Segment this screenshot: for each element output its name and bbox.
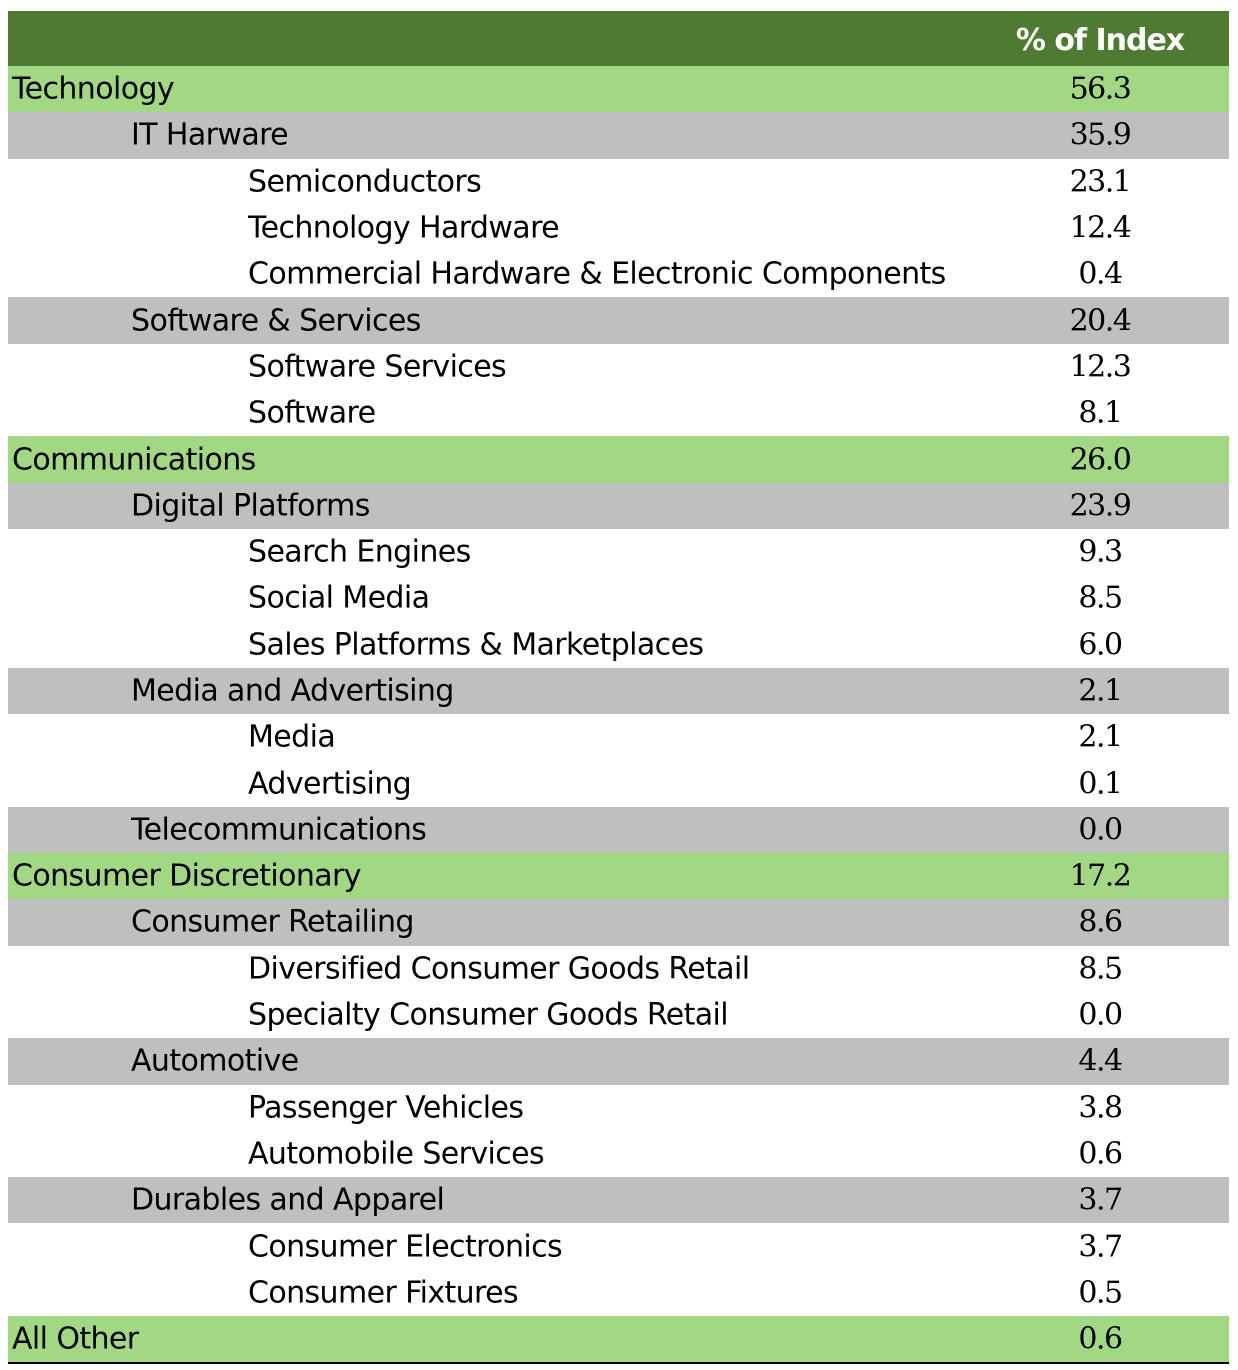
industry-name: Technology Hardware [248, 210, 560, 246]
table-row-industry: Semiconductors 23.1 [8, 158, 1229, 205]
industry-name: Passenger Vehicles [248, 1090, 524, 1126]
table-row-industry: Advertising 0.1 [8, 760, 1229, 807]
industry-percent-value: 0.1 [1078, 766, 1123, 802]
industry-group-name: Consumer Retailing [131, 904, 414, 940]
industry-group-name: IT Harware [131, 117, 289, 153]
sector-name: Technology [12, 71, 175, 107]
industry-name: Specialty Consumer Goods Retail [248, 997, 729, 1033]
industry-group-percent-value: 4.4 [1078, 1043, 1123, 1079]
industry-name: Search Engines [248, 534, 471, 570]
industry-percent-value: 3.7 [1078, 1229, 1123, 1265]
sector-percent-value: 17.2 [1069, 858, 1132, 894]
table-row-industry: Technology Hardware 12.4 [8, 204, 1229, 252]
table-row-industry-group: Software & Services 20.4 [8, 297, 1229, 344]
industry-group-percent-value: 20.4 [1069, 303, 1132, 339]
table-row-industry-group: Consumer Retailing 8.6 [8, 899, 1229, 946]
industry-name: Software Services [248, 349, 507, 385]
industry-percent-value: 23.1 [1069, 164, 1132, 200]
industry-name: Software [248, 395, 376, 431]
industry-group-name: Digital Platforms [131, 488, 370, 524]
industry-percent-value: 12.4 [1069, 210, 1132, 246]
table-row-sector: Consumer Discretionary 17.2 [8, 853, 1229, 900]
industry-group-name: Media and Advertising [131, 673, 454, 709]
table-row-industry: Passenger Vehicles 3.8 [8, 1084, 1229, 1131]
table-row-industry: Media 2.1 [8, 714, 1229, 761]
industry-percent-value: 8.5 [1078, 580, 1123, 616]
table-row-industry: Social Media 8.5 [8, 575, 1229, 622]
table-row-industry: Consumer Fixtures 0.5 [8, 1269, 1229, 1317]
industry-percent-value: 0.6 [1078, 1136, 1123, 1172]
industry-name: Sales Platforms & Marketplaces [248, 627, 704, 663]
industry-name: Social Media [248, 580, 430, 616]
industry-group-name: Durables and Apparel [131, 1182, 445, 1218]
table-row-sector: Communications 26.0 [8, 436, 1229, 483]
industry-percent-value: 8.1 [1078, 395, 1123, 431]
industry-group-name: Automotive [131, 1043, 299, 1079]
sector-name: All Other [12, 1321, 139, 1357]
industry-percent-value: 2.1 [1078, 719, 1123, 755]
table-header: % of Index [8, 11, 1229, 66]
index-weights-table: % of Index Technology 56.3 IT Harware 35.9 S… [8, 11, 1229, 1365]
table-row-industry: Software 8.1 [8, 390, 1229, 437]
table-body: Technology 56.3 IT Harware 35.9 Semiconducto… [8, 66, 1229, 1363]
industry-percent-value: 6.0 [1078, 627, 1123, 663]
table-row-industry: Commercial Hardware & Electronic Compone… [8, 251, 1229, 298]
industry-name: Automobile Services [248, 1136, 545, 1172]
industry-group-percent-value: 35.9 [1069, 117, 1132, 153]
table-row-sector: All Other 0.6 [8, 1316, 1229, 1363]
sector-percent-value: 56.3 [1069, 71, 1132, 107]
industry-percent-value: 12.3 [1069, 349, 1132, 385]
industry-percent-value: 0.0 [1078, 997, 1123, 1033]
industry-group-name: Telecommunications [131, 812, 427, 848]
table-row-industry: Search Engines 9.3 [8, 528, 1229, 576]
table-row-industry-group: Media and Advertising 2.1 [8, 667, 1229, 715]
table-row-industry: Diversified Consumer Goods Retail 8.5 [8, 945, 1229, 992]
table-row-sector: Technology 56.3 [8, 66, 1229, 113]
table-bottom-border [8, 1362, 1229, 1365]
table-row-industry: Software Services 12.3 [8, 343, 1229, 391]
sector-percent-value: 26.0 [1069, 442, 1132, 478]
industry-percent-value: 9.3 [1078, 534, 1123, 570]
table-row-industry: Consumer Electronics 3.7 [8, 1223, 1229, 1270]
table-row-industry-group: Digital Platforms 23.9 [8, 482, 1229, 529]
industry-group-percent-value: 3.7 [1078, 1182, 1123, 1218]
industry-group-percent-value: 0.0 [1078, 812, 1123, 848]
industry-group-percent-value: 23.9 [1069, 488, 1132, 524]
sector-name: Communications [12, 442, 256, 478]
table-row-industry: Automobile Services 0.6 [8, 1130, 1229, 1178]
column-header-percent-of-index: % of Index [1015, 23, 1185, 58]
industry-percent-value: 8.5 [1078, 951, 1123, 987]
industry-percent-value: 3.8 [1078, 1090, 1123, 1126]
sector-name: Consumer Discretionary [12, 858, 362, 894]
table-row-industry-group: Telecommunications 0.0 [8, 806, 1229, 854]
sector-percent-value: 0.6 [1078, 1321, 1123, 1357]
industry-name: Semiconductors [248, 164, 482, 200]
industry-percent-value: 0.5 [1078, 1275, 1123, 1311]
table-row-industry-group: IT Harware 35.9 [8, 112, 1229, 159]
industry-name: Consumer Fixtures [248, 1275, 519, 1311]
industry-name: Consumer Electronics [248, 1229, 563, 1265]
industry-name: Commercial Hardware & Electronic Compone… [248, 256, 946, 292]
industry-name: Advertising [248, 766, 412, 802]
industry-group-name: Software & Services [131, 303, 421, 339]
industry-group-percent-value: 2.1 [1078, 673, 1123, 709]
table-row-industry: Specialty Consumer Goods Retail 0.0 [8, 991, 1229, 1039]
industry-percent-value: 0.4 [1078, 256, 1123, 292]
industry-group-percent-value: 8.6 [1078, 904, 1123, 940]
table-row-industry-group: Durables and Apparel 3.7 [8, 1177, 1229, 1224]
table-row-industry-group: Automotive 4.4 [8, 1038, 1229, 1085]
table-row-industry: Sales Platforms & Marketplaces 6.0 [8, 621, 1229, 668]
industry-name: Media [248, 719, 336, 755]
industry-name: Diversified Consumer Goods Retail [248, 951, 750, 987]
